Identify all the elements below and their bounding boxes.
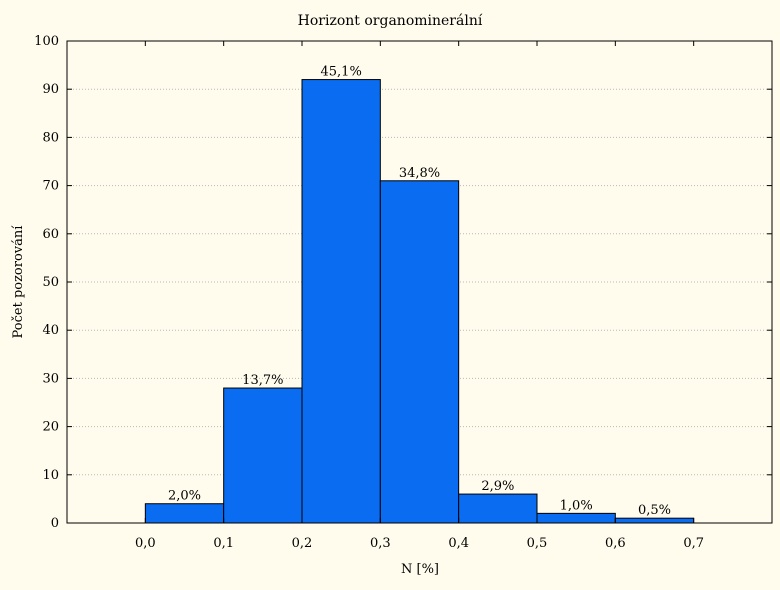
y-tick-label: 100 (34, 34, 59, 49)
y-axis-title: Počet pozorování (11, 225, 26, 339)
x-tick-label: 0,7 (683, 536, 704, 551)
histogram-bar (614, 517, 695, 524)
bars (144, 79, 695, 524)
histogram-bar (223, 387, 303, 524)
x-tick-label: 0,2 (292, 536, 313, 551)
x-axis-title: N [%] (401, 562, 439, 577)
bar-labels: 2,0% 13,7% 45,1% 34,8% 2,9% 1,0% 0,5% (168, 65, 671, 519)
bar-data-label: 13,7% (242, 373, 283, 388)
histogram-bar (144, 503, 225, 524)
x-tick-label: 0,1 (213, 536, 234, 551)
y-tick-label: 80 (42, 130, 59, 145)
y-tick-label: 10 (42, 468, 59, 483)
chart-title: Horizont organominerální (298, 13, 483, 29)
y-tick-label: 30 (42, 371, 59, 386)
bar-data-label: 0,5% (638, 503, 671, 518)
histogram-bar (301, 79, 381, 524)
histogram-bar (379, 180, 460, 524)
bar-data-label: 2,9% (481, 479, 514, 494)
bar-data-label: 45,1% (321, 65, 362, 80)
x-tick-label: 0,4 (448, 536, 469, 551)
histogram-bar (458, 493, 538, 524)
x-tick-label: 0,6 (605, 536, 626, 551)
y-tick-label: 0 (51, 516, 59, 531)
axes: 0 10 20 30 40 50 60 70 80 90 100 0,0 0,1 0,2 0,3 0,4 0,5… (34, 34, 773, 551)
bar-data-label: 2,0% (168, 489, 201, 504)
bar-data-label: 34,8% (399, 166, 440, 181)
x-tick-label: 0,5 (527, 536, 548, 551)
y-tick-label: 60 (42, 227, 59, 242)
y-tick-label: 20 (42, 420, 59, 435)
histogram-bar (536, 512, 616, 524)
y-tick-label: 40 (42, 323, 59, 338)
x-tick-label: 0,0 (135, 536, 156, 551)
y-tick-label: 90 (42, 82, 59, 97)
y-tick-label: 70 (42, 179, 59, 194)
bar-data-label: 1,0% (560, 498, 593, 513)
y-tick-label: 50 (42, 275, 59, 290)
x-tick-label: 0,3 (370, 536, 391, 551)
